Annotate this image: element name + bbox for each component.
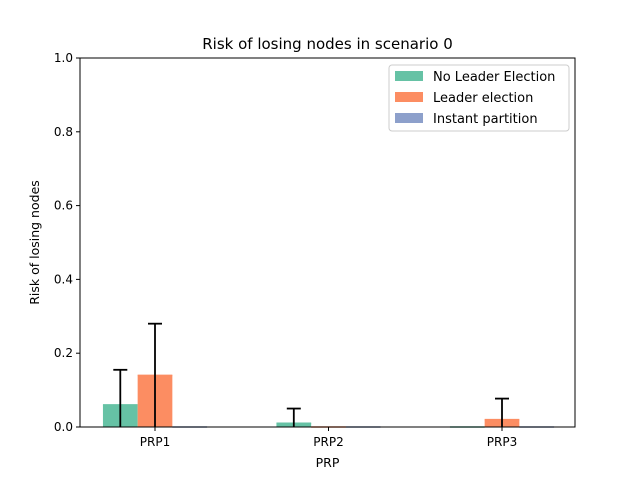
- y-tick-label: 0.0: [54, 420, 73, 434]
- error-bar-1-prp1: [113, 368, 128, 427]
- y-tick-label: 0.2: [54, 346, 73, 360]
- legend-label-3: Instant partition: [433, 112, 538, 127]
- y-tick-label: 0.6: [54, 199, 73, 213]
- x-tick-label-prp3: PRP3: [487, 435, 517, 449]
- legend: No Leader Election Leader election Instant…: [388, 64, 570, 132]
- chart-title: Risk of losing nodes in scenario 0: [202, 35, 452, 53]
- legend-swatch-3: [395, 113, 423, 123]
- y-tick-label: 1.0: [54, 51, 73, 65]
- y-tick-label: 0.8: [54, 125, 73, 139]
- legend-label-1: No Leader Election: [433, 70, 555, 85]
- bars-group: [102, 374, 555, 428]
- legend-box: [388, 64, 570, 132]
- legend-swatch-1: [395, 71, 423, 81]
- error-bar-1-prp2: [286, 407, 301, 427]
- error-bar-2-prp1: [148, 322, 162, 427]
- x-axis: PRP1 PRP2 PRP3: [140, 427, 517, 449]
- error-bar-2-prp3: [495, 397, 509, 427]
- y-tick-label: 0.4: [54, 272, 73, 286]
- y-axis-label: Risk of losing nodes: [27, 180, 42, 305]
- plot-frame: [79, 57, 576, 428]
- legend-swatch-2: [395, 92, 423, 102]
- x-tick-label-prp1: PRP1: [140, 435, 170, 449]
- y-axis: 0.0 0.2 0.4 0.6 0.8 1.0: [54, 51, 80, 434]
- x-tick-label-prp2: PRP2: [313, 435, 343, 449]
- errorbars-group: [113, 322, 509, 427]
- x-axis-label: PRP: [316, 455, 340, 470]
- legend-label-2: Leader election: [433, 91, 533, 106]
